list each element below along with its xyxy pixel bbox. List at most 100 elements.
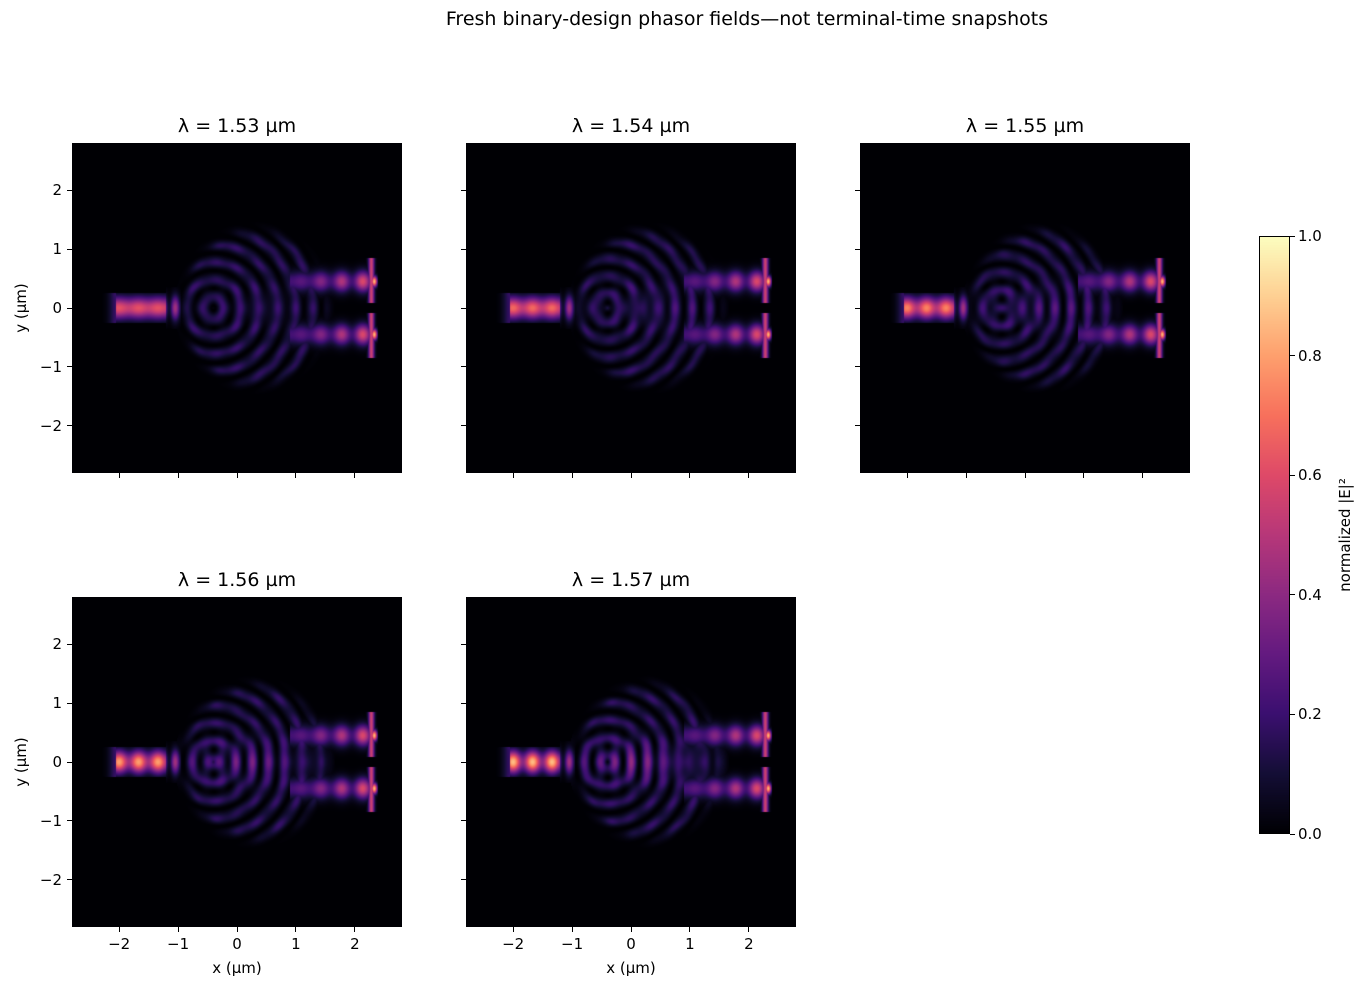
x-tick-mark (1142, 473, 1144, 478)
x-tick-mark (512, 927, 514, 932)
x-tick-mark (236, 927, 238, 932)
y-tick-label: −1 (39, 357, 62, 376)
y-tick-mark (855, 425, 860, 427)
x-tick-mark (965, 473, 967, 478)
colorbar-tick-mark (1290, 235, 1295, 237)
field-intensity-image (860, 143, 1190, 473)
colorbar-tick-mark (1290, 713, 1295, 715)
field-intensity-image (466, 143, 796, 473)
x-tick-label: 1 (291, 935, 301, 953)
x-tick-label: 1 (685, 935, 695, 953)
colorbar-tick-label: 0.2 (1298, 705, 1322, 724)
y-tick-mark (67, 366, 72, 368)
x-tick-label: 0 (232, 935, 242, 953)
y-tick-mark (461, 702, 466, 704)
y-tick-mark (67, 248, 72, 250)
y-tick-mark (461, 307, 466, 309)
colorbar-tick-mark (1290, 474, 1295, 476)
x-tick-mark (748, 927, 750, 932)
y-tick-mark (67, 307, 72, 309)
colorbar-tick-mark (1290, 594, 1295, 596)
y-tick-mark (67, 879, 72, 881)
x-tick-label: −1 (167, 935, 190, 953)
x-tick-mark (177, 927, 179, 932)
field-intensity-image (72, 597, 402, 927)
x-tick-mark (354, 473, 356, 478)
y-tick-mark (461, 248, 466, 250)
y-tick-mark (461, 643, 466, 645)
x-tick-mark (295, 927, 297, 932)
y-tick-mark (461, 820, 466, 822)
x-tick-mark (689, 473, 691, 478)
x-tick-label: 2 (350, 935, 360, 953)
y-tick-label: −2 (39, 416, 62, 435)
x-tick-mark (630, 927, 632, 932)
x-tick-mark (689, 927, 691, 932)
x-tick-mark (630, 473, 632, 478)
y-tick-mark (461, 366, 466, 368)
y-tick-mark (855, 366, 860, 368)
x-tick-mark (512, 473, 514, 478)
field-heatmap (466, 143, 796, 473)
y-tick-label: 2 (52, 635, 62, 654)
x-axis-label: x (µm) (212, 959, 262, 977)
colorbar-tick-mark (1290, 355, 1295, 357)
figure-title: Fresh binary-design phasor fields—not te… (445, 8, 1049, 30)
x-axis-label: x (µm) (606, 959, 656, 977)
colorbar-tick-label: 0.4 (1298, 585, 1322, 604)
x-tick-label: −2 (108, 935, 131, 953)
x-tick-label: 0 (626, 935, 636, 953)
field-heatmap (860, 143, 1190, 473)
y-tick-mark (461, 879, 466, 881)
y-tick-label: −1 (39, 811, 62, 830)
panel-title: λ = 1.55 µm (965, 115, 1085, 137)
y-tick-mark (67, 643, 72, 645)
colorbar-frame (1259, 236, 1290, 834)
y-tick-label: 0 (52, 753, 62, 771)
colorbar-tick-mark (1290, 833, 1295, 835)
y-axis-label: y (µm) (12, 283, 30, 333)
y-tick-mark (855, 189, 860, 191)
y-tick-label: 0 (52, 299, 62, 317)
colorbar-label: normalized |E|² (1336, 478, 1354, 592)
y-tick-mark (67, 425, 72, 427)
y-tick-mark (855, 248, 860, 250)
x-tick-mark (295, 473, 297, 478)
x-tick-mark (236, 473, 238, 478)
y-axis-label: y (µm) (12, 737, 30, 787)
y-tick-mark (67, 761, 72, 763)
x-tick-mark (118, 473, 120, 478)
field-intensity-image (72, 143, 402, 473)
colorbar-tick-label: 0.0 (1298, 825, 1322, 843)
x-tick-mark (571, 927, 573, 932)
x-tick-mark (1083, 473, 1085, 478)
field-intensity-image (466, 597, 796, 927)
x-tick-mark (177, 473, 179, 478)
panel-title: λ = 1.56 µm (177, 569, 297, 591)
field-heatmap (466, 597, 796, 927)
y-tick-mark (67, 702, 72, 704)
panel-title: λ = 1.54 µm (571, 115, 691, 137)
colorbar-tick-label: 1.0 (1298, 227, 1322, 245)
y-tick-label: 2 (52, 181, 62, 200)
y-tick-label: −2 (39, 870, 62, 889)
y-tick-mark (461, 761, 466, 763)
x-tick-mark (906, 473, 908, 478)
y-tick-mark (67, 189, 72, 191)
panel-title: λ = 1.53 µm (177, 115, 297, 137)
y-tick-mark (461, 425, 466, 427)
y-tick-mark (67, 820, 72, 822)
field-heatmap (72, 143, 402, 473)
colorbar-tick-label: 0.6 (1298, 466, 1322, 485)
y-tick-mark (461, 189, 466, 191)
x-tick-label: 2 (744, 935, 754, 953)
panel-title: λ = 1.57 µm (571, 569, 691, 591)
x-tick-mark (118, 927, 120, 932)
x-tick-mark (354, 927, 356, 932)
x-tick-label: −2 (502, 935, 525, 953)
colorbar-tick-label: 0.8 (1298, 346, 1322, 365)
x-tick-label: −1 (561, 935, 584, 953)
field-heatmap (72, 597, 402, 927)
x-tick-mark (1024, 473, 1026, 478)
x-tick-mark (748, 473, 750, 478)
